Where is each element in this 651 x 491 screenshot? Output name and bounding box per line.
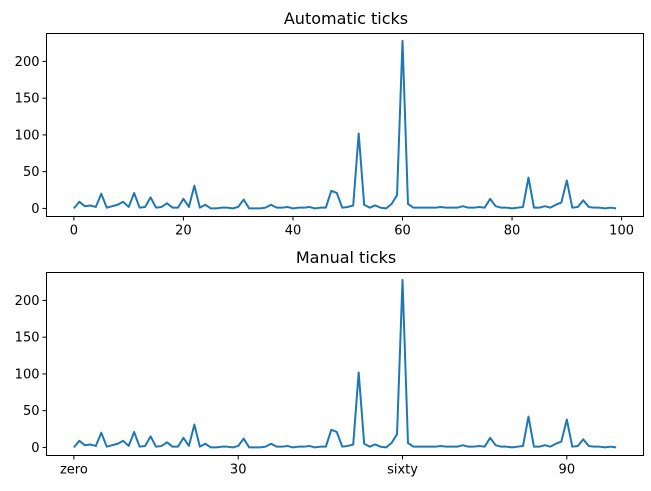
y-tick-label: 50 xyxy=(23,404,40,419)
x-tick-label: 20 xyxy=(175,224,192,239)
y-tick-label: 100 xyxy=(15,367,40,382)
y-axis: 0 50 100 150 200 xyxy=(15,294,47,456)
x-tick-label: 0 xyxy=(70,224,78,239)
chart-title: Manual ticks xyxy=(296,248,396,267)
y-tick-label: 50 xyxy=(23,165,40,180)
series-layer xyxy=(73,278,617,449)
x-tick-label: 80 xyxy=(504,224,521,239)
y-tick-label: 200 xyxy=(15,294,40,309)
plot-frame xyxy=(46,33,644,217)
x-tick-label: 100 xyxy=(609,224,634,239)
x-tick-label: 30 xyxy=(230,463,247,478)
series-layer xyxy=(73,39,617,210)
series-line-0 xyxy=(73,278,617,449)
y-axis: 0 50 100 150 200 xyxy=(15,55,47,217)
x-tick-label: sixty xyxy=(387,463,418,478)
plot-frame xyxy=(46,272,644,456)
x-tick-label: 60 xyxy=(394,224,411,239)
chart-title: Automatic ticks xyxy=(284,9,408,28)
y-tick-label: 150 xyxy=(15,331,40,346)
x-tick-label: 90 xyxy=(559,463,576,478)
y-tick-label: 200 xyxy=(15,55,40,70)
x-axis: zero 30 sixty 90 xyxy=(60,455,576,478)
x-tick-label: 40 xyxy=(285,224,302,239)
x-axis: 0 20 40 60 80 100 xyxy=(70,216,634,239)
y-tick-label: 150 xyxy=(15,92,40,107)
x-tick-label: zero xyxy=(60,463,88,478)
y-tick-label: 0 xyxy=(31,441,39,456)
chart-automatic-ticks: Automatic ticks 0 20 40 60 80 100 0 50 100 150 20… xyxy=(15,9,644,239)
chart-manual-ticks: Manual ticks zero 30 sixty 90 0 50 100 150 200 xyxy=(15,248,644,478)
y-tick-label: 100 xyxy=(15,128,40,143)
y-tick-label: 0 xyxy=(31,202,39,217)
series-line-0 xyxy=(73,39,617,210)
